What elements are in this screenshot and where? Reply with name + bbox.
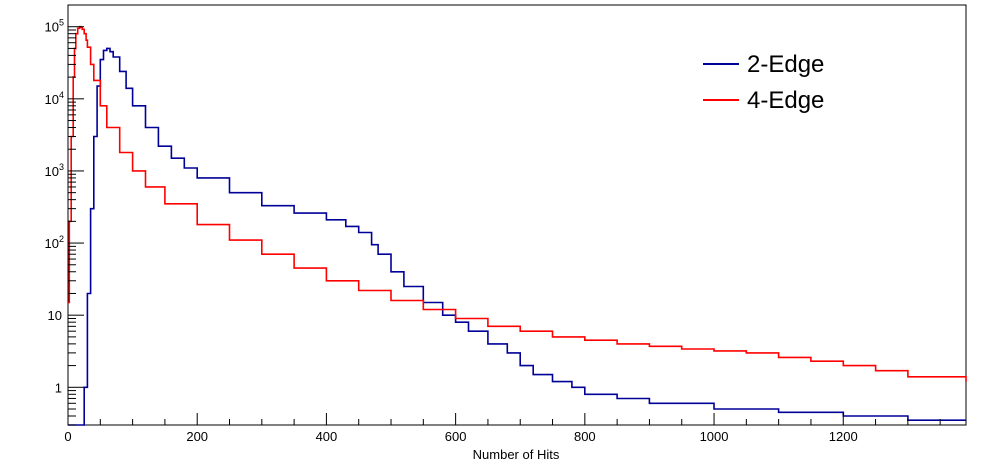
legend-label-2-edge: 2-Edge <box>747 51 824 78</box>
y-tick-label: 104 <box>45 90 64 107</box>
x-tick-label: 200 <box>186 429 208 444</box>
x-tick-label: 800 <box>574 429 596 444</box>
series-line-2-edge <box>68 47 966 426</box>
series-layer <box>68 25 967 426</box>
x-tick-label: 400 <box>316 429 338 444</box>
y-tick-label: 1 <box>55 380 62 395</box>
x-tick-label: 1000 <box>700 429 729 444</box>
x-tick-label: 1200 <box>829 429 858 444</box>
x-axis-title: Number of Hits <box>473 447 560 462</box>
series-line-4-edge <box>68 25 967 382</box>
y-tick-label: 105 <box>45 18 64 35</box>
legend: 2-Edge 4-Edge <box>703 51 824 114</box>
ticks-layer: 0 200 400 600 800 1000 1200 1 10 102 103 104 105 <box>45 4 941 444</box>
x-tick-label: 0 <box>64 429 71 444</box>
plot-frame <box>67 4 967 426</box>
legend-label-4-edge: 4-Edge <box>747 87 824 114</box>
x-tick-label: 600 <box>445 429 467 444</box>
y-tick-label: 10 <box>48 308 62 323</box>
y-tick-label: 102 <box>45 234 64 251</box>
y-tick-label: 103 <box>45 162 64 179</box>
